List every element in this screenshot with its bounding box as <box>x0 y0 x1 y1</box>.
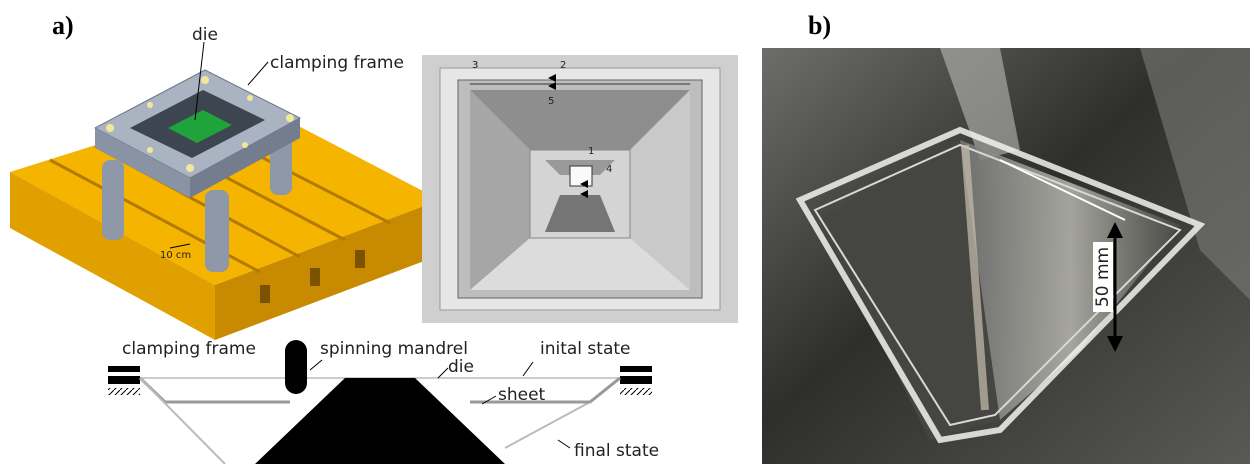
label-initial-state: inital state <box>540 339 631 359</box>
panel-label: a) <box>52 11 74 40</box>
marker: 5 <box>548 96 554 107</box>
label-die: die <box>448 357 474 377</box>
marker: 2 <box>560 60 566 71</box>
label-spinning-mandrel: spinning mandrel <box>320 339 468 359</box>
label-clamping-frame: clamping frame <box>122 339 256 359</box>
label-final-state: final state <box>574 441 659 461</box>
panel-label: b) <box>808 11 831 40</box>
label-sheet: sheet <box>498 385 546 405</box>
marker: 1 <box>588 146 594 157</box>
model-3d <box>10 42 440 340</box>
label-clamping-frame: clamping frame <box>270 53 404 73</box>
scale-label: 10 cm <box>160 250 191 261</box>
scale-label: 50 mm <box>1093 247 1113 307</box>
top-view <box>422 55 738 323</box>
figure: a) b) die clamping frame 10 cm 1 2 3 4 5… <box>0 0 1254 464</box>
label-die: die <box>192 25 218 45</box>
marker: 3 <box>472 60 478 71</box>
photo <box>762 48 1250 464</box>
marker: 4 <box>606 164 612 175</box>
